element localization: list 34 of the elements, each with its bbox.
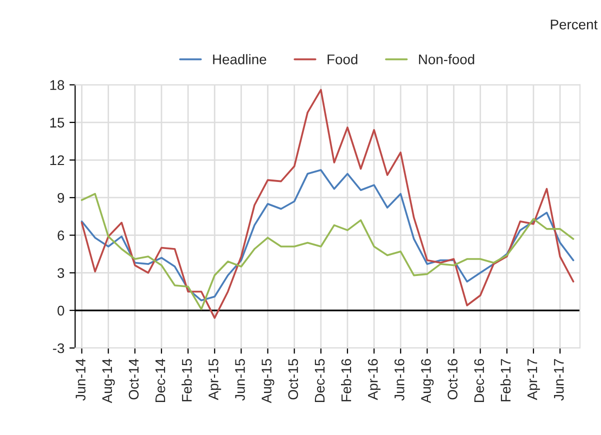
y-tick-label: 9: [58, 192, 64, 203]
x-tick-label: Dec-16: [474, 359, 484, 402]
line-series: [80, 192, 574, 310]
x-tick-label: Aug-16: [421, 359, 434, 404]
y-tick-label: 3: [58, 268, 64, 278]
x-tick-label: Dec-14: [156, 358, 166, 402]
x-tick-label: Oct-15: [288, 358, 298, 400]
x-tick-label: Feb-17: [500, 359, 511, 402]
line-series: [80, 88, 574, 319]
y-axis-title: Percent: [550, 20, 598, 30]
x-tick-label: Apr-15: [208, 358, 222, 400]
x-tick-label: Apr-17: [528, 359, 540, 400]
x-tick-label: Feb-16: [341, 359, 352, 402]
x-tick-label: Aug-14: [102, 358, 115, 404]
x-tick-label: Aug-15: [262, 358, 274, 404]
y-tick-label: -3: [52, 343, 64, 354]
x-tick-label: Oct-14: [128, 358, 139, 400]
x-tick-label: Feb-15: [182, 358, 192, 402]
x-tick-label: Dec-15: [314, 358, 325, 402]
y-tick-label: 15: [50, 118, 64, 128]
x-tick-label: Jun-14: [76, 358, 86, 401]
y-tick-label: 6: [58, 230, 64, 240]
x-tick-label: Jun-17: [554, 359, 564, 401]
x-tick-label: Oct-16: [448, 359, 458, 400]
y-tick-label: 12: [50, 155, 64, 166]
x-tick-label: Jun-15: [235, 358, 245, 401]
legend-label: Food: [328, 54, 358, 64]
x-tick-label: Jun-16: [394, 359, 404, 401]
x-tick-label: Apr-16: [368, 359, 381, 400]
legend-label: Headline: [213, 54, 266, 64]
line-series: [80, 169, 574, 302]
y-tick-label: 18: [50, 80, 64, 90]
y-tick-label: 0: [58, 306, 64, 316]
legend-label: Non-food: [419, 54, 474, 64]
